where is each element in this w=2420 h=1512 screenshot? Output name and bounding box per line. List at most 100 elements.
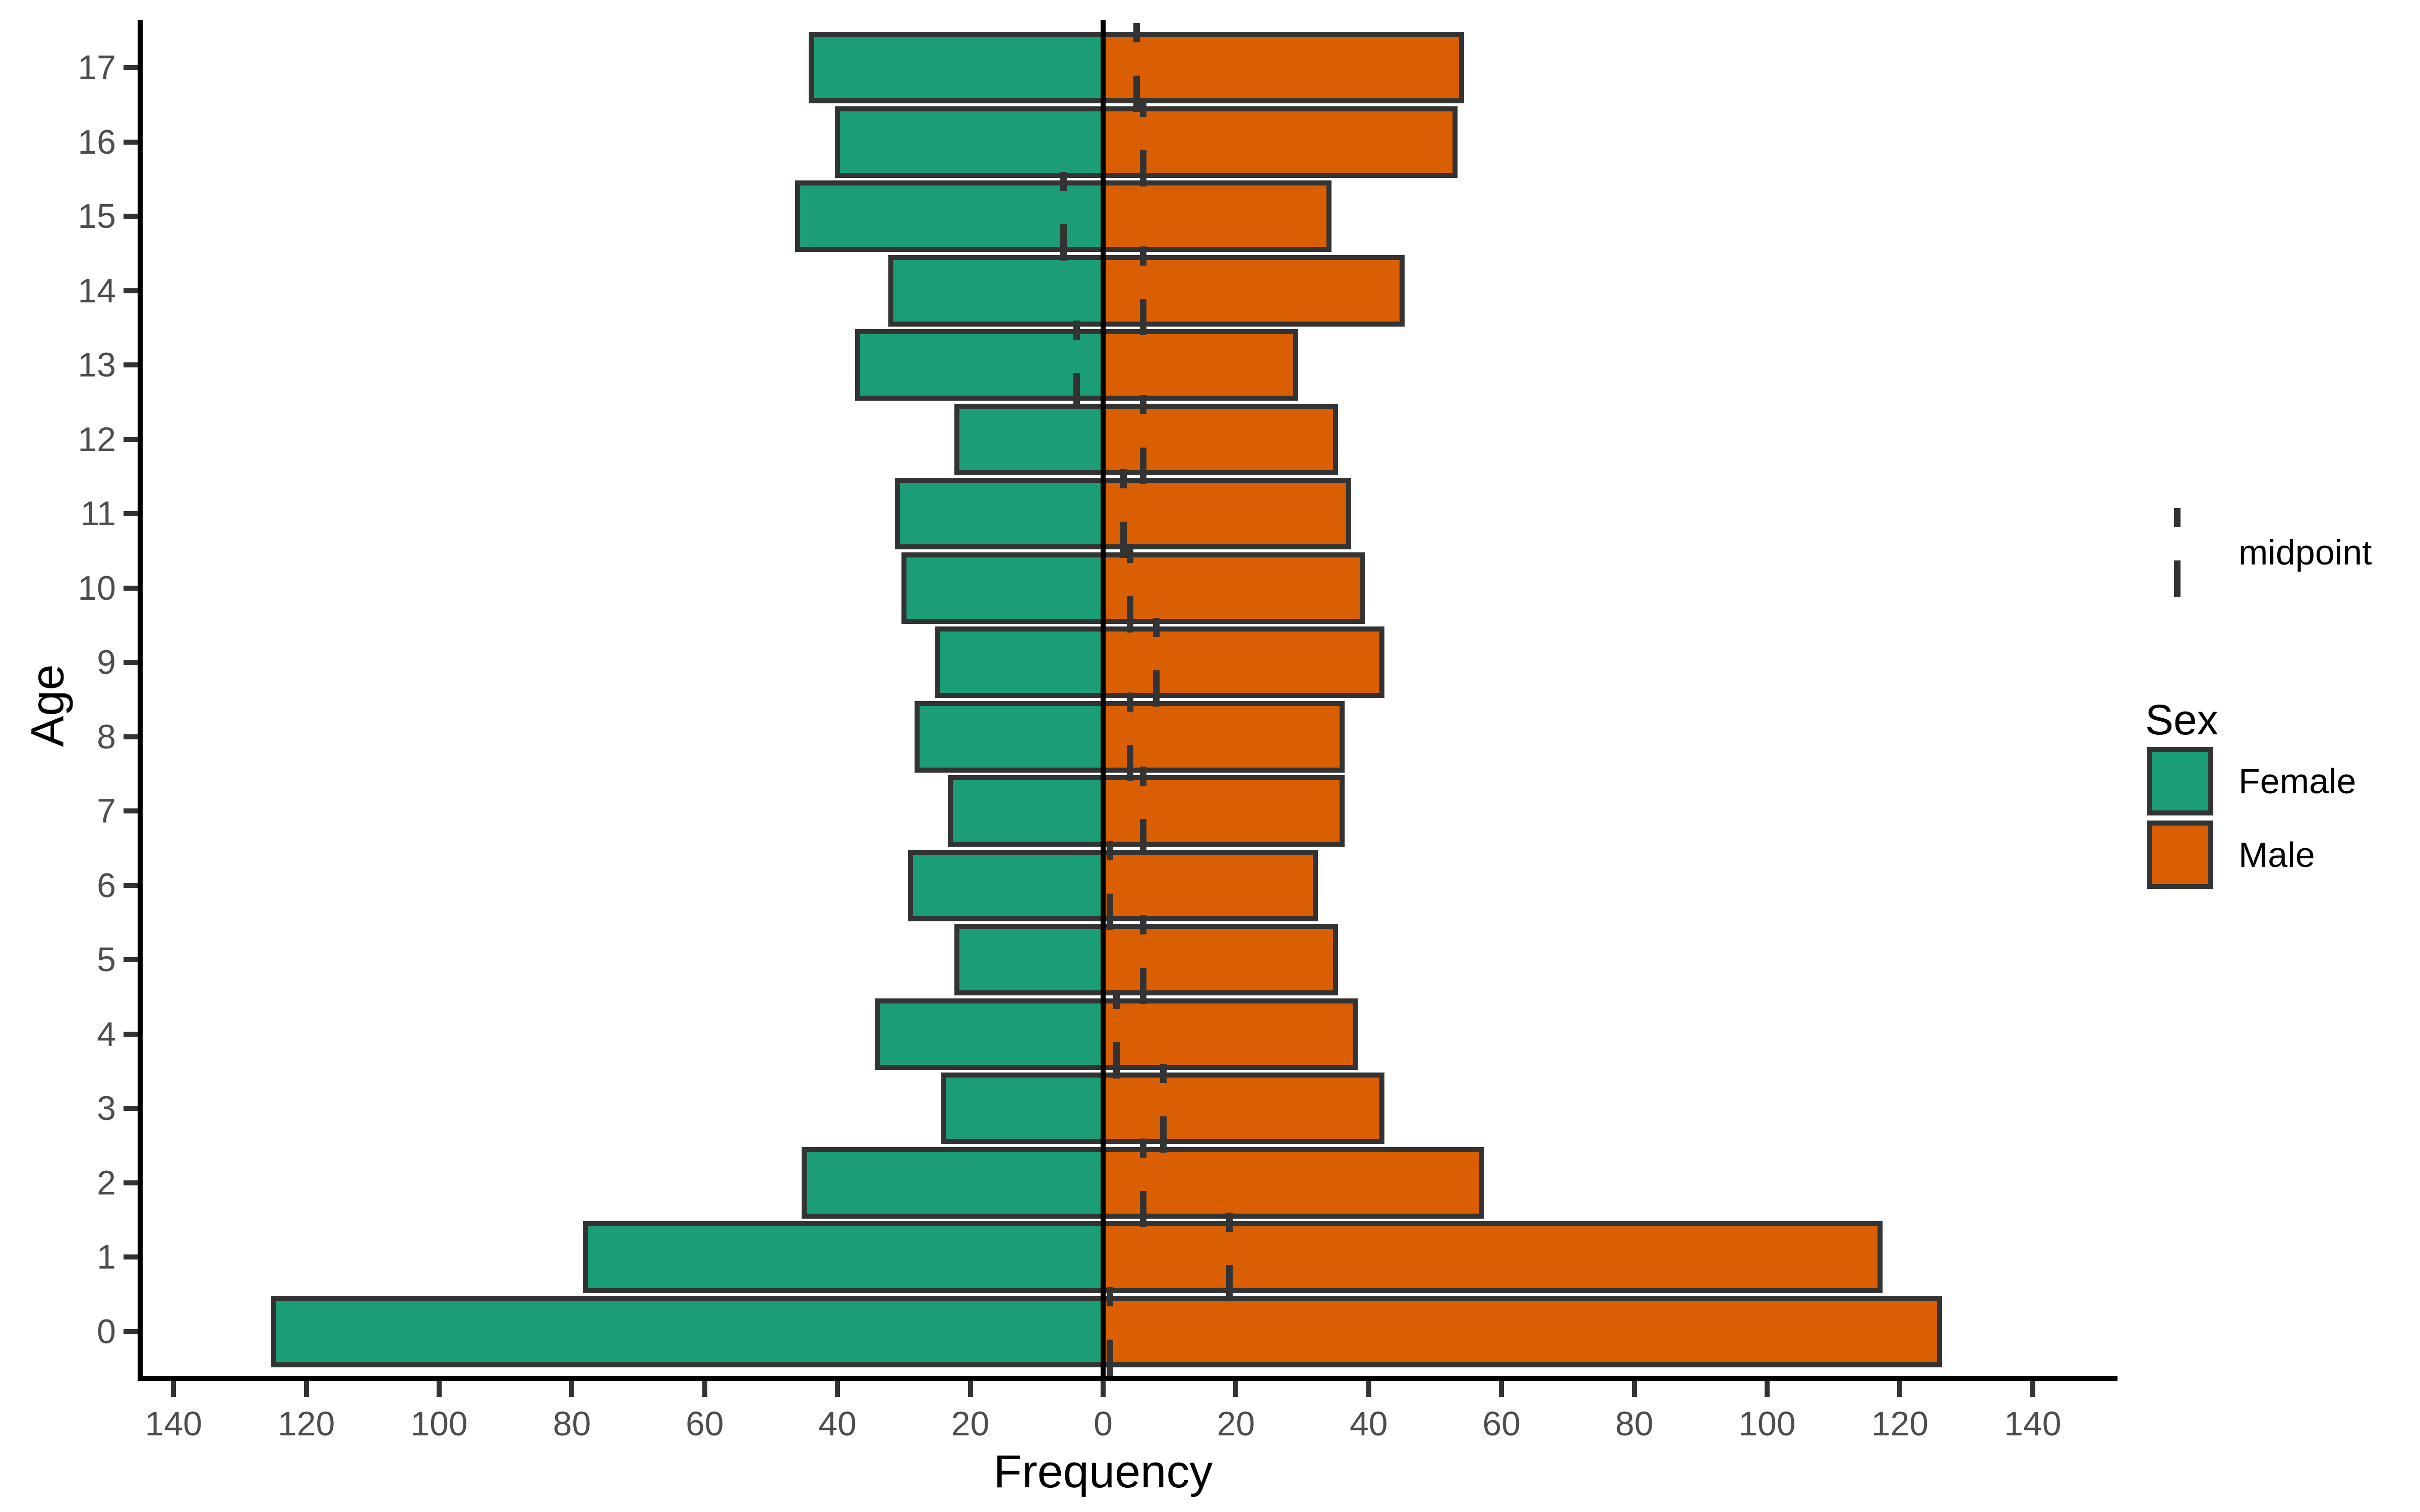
midpoint-marker-age-2: [1140, 1138, 1147, 1227]
bar-male-age-13: [1101, 329, 1298, 401]
y-tick-mark: [124, 660, 138, 665]
x-tick-mark: [304, 1381, 309, 1397]
midpoint-marker-age-14: [1140, 246, 1147, 335]
y-tick-label: 14: [78, 271, 116, 310]
y-tick-label: 2: [97, 1163, 116, 1202]
y-tick-mark: [124, 1180, 138, 1185]
midpoint-marker-age-11: [1120, 469, 1127, 558]
bar-male-age-4: [1101, 998, 1358, 1070]
bar-male-age-0: [1101, 1295, 1943, 1367]
x-tick-mark: [1366, 1381, 1371, 1397]
y-tick-label: 0: [97, 1312, 116, 1351]
bar-female-age-12: [954, 403, 1106, 475]
x-tick-mark: [1233, 1381, 1239, 1397]
y-tick-mark: [124, 1031, 138, 1037]
x-tick-mark: [437, 1381, 442, 1397]
midpoint-marker-age-5: [1140, 915, 1147, 1004]
x-tick-mark: [2030, 1381, 2035, 1397]
x-tick-label: 100: [410, 1405, 468, 1443]
y-tick-label: 6: [97, 866, 116, 905]
bar-female-age-9: [934, 626, 1106, 698]
x-tick-label: 60: [1482, 1405, 1521, 1443]
bar-male-age-9: [1101, 626, 1385, 698]
y-tick-mark: [124, 734, 138, 739]
bar-female-age-4: [875, 998, 1106, 1070]
y-tick-label: 7: [97, 792, 116, 830]
y-tick-mark: [124, 436, 138, 442]
bar-male-age-14: [1101, 255, 1405, 327]
bar-female-age-1: [582, 1221, 1106, 1293]
x-tick-label: 140: [2004, 1405, 2062, 1443]
midpoint-marker-age-15: [1060, 172, 1067, 261]
y-tick-mark: [124, 511, 138, 516]
y-tick-label: 16: [78, 122, 116, 161]
y-tick-mark: [124, 214, 138, 219]
bar-female-age-8: [915, 701, 1106, 773]
bar-female-age-6: [908, 849, 1106, 921]
y-tick-label: 12: [78, 420, 116, 459]
y-tick-label: 10: [78, 569, 116, 607]
y-tick-mark: [124, 957, 138, 962]
x-tick-mark: [569, 1381, 575, 1397]
zero-axis-line: [1101, 20, 1106, 1381]
x-tick-mark: [171, 1381, 176, 1397]
bar-male-age-3: [1101, 1073, 1385, 1144]
x-axis-line: [138, 1376, 2118, 1381]
x-tick-label: 100: [1738, 1405, 1796, 1443]
bar-male-age-11: [1101, 478, 1352, 549]
y-tick-mark: [124, 585, 138, 591]
x-tick-mark: [1101, 1381, 1106, 1397]
midpoint-marker-age-0: [1107, 1287, 1114, 1376]
bar-male-age-15: [1101, 180, 1332, 252]
midpoint-marker-age-16: [1140, 97, 1147, 186]
x-tick-mark: [1765, 1381, 1770, 1397]
y-tick-label: 5: [97, 940, 116, 979]
x-axis-title: Frequency: [993, 1446, 1213, 1497]
bar-male-age-5: [1101, 924, 1338, 995]
y-tick-mark: [124, 1106, 138, 1111]
y-tick-mark: [124, 808, 138, 813]
x-tick-label: 0: [1094, 1405, 1113, 1443]
x-tick-label: 80: [1615, 1405, 1654, 1443]
bar-female-age-11: [894, 478, 1106, 549]
bar-male-age-7: [1101, 775, 1345, 847]
bar-female-age-16: [835, 106, 1106, 178]
y-tick-label: 11: [80, 494, 116, 533]
bar-male-age-2: [1101, 1147, 1484, 1219]
midpoint-marker-age-6: [1107, 841, 1114, 930]
y-tick-mark: [124, 65, 138, 70]
bar-female-age-3: [941, 1073, 1106, 1144]
midpoint-marker-age-7: [1140, 767, 1147, 855]
bar-male-age-16: [1101, 106, 1458, 178]
midpoint-marker-age-12: [1140, 395, 1147, 484]
x-tick-label: 20: [1217, 1405, 1255, 1443]
x-tick-label: 20: [951, 1405, 990, 1443]
x-tick-label: 80: [553, 1405, 591, 1443]
midpoint-marker-age-10: [1126, 543, 1133, 633]
midpoint-marker-age-4: [1113, 989, 1120, 1079]
y-tick-mark: [124, 139, 138, 145]
x-tick-label: 60: [685, 1405, 724, 1443]
y-tick-label: 13: [78, 346, 116, 384]
y-axis-title: Age: [22, 664, 74, 747]
midpoint-marker-age-13: [1073, 321, 1080, 409]
x-tick-label: 120: [1871, 1405, 1929, 1443]
midpoint-marker-age-17: [1133, 23, 1140, 112]
midpoint-marker-age-9: [1153, 618, 1160, 707]
bar-male-age-10: [1101, 552, 1365, 624]
y-tick-mark: [124, 288, 138, 293]
y-tick-label: 9: [97, 643, 116, 681]
bar-female-age-2: [802, 1147, 1106, 1219]
y-tick-label: 8: [97, 717, 116, 756]
bar-female-age-17: [808, 32, 1106, 103]
x-tick-label: 40: [1349, 1405, 1388, 1443]
bar-male-age-17: [1101, 32, 1465, 103]
bar-male-age-12: [1101, 403, 1338, 475]
y-tick-label: 17: [78, 48, 116, 87]
y-tick-label: 1: [97, 1238, 116, 1276]
bar-male-age-1: [1101, 1221, 1883, 1293]
bar-female-age-10: [901, 552, 1106, 624]
x-tick-label: 120: [277, 1405, 335, 1443]
x-tick-mark: [835, 1381, 840, 1397]
